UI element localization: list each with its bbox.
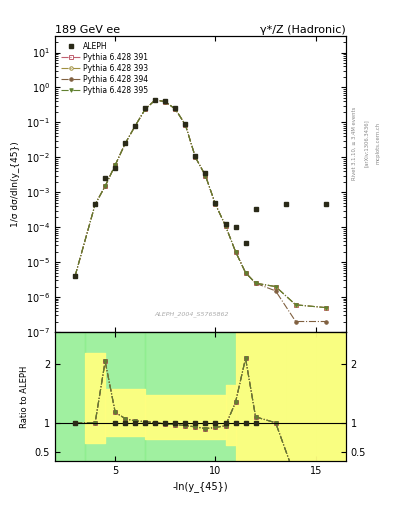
Text: 189 GeV ee: 189 GeV ee	[55, 25, 120, 35]
Text: [arXiv:1306.3436]: [arXiv:1306.3436]	[364, 119, 369, 167]
Text: Rivet 3.1.10, ≥ 3.4M events: Rivet 3.1.10, ≥ 3.4M events	[352, 106, 357, 180]
Y-axis label: 1/σ dσ/dln(y_{45}): 1/σ dσ/dln(y_{45})	[11, 141, 20, 227]
X-axis label: -ln(y_{45}): -ln(y_{45})	[173, 481, 228, 492]
Text: γ*/Z (Hadronic): γ*/Z (Hadronic)	[260, 25, 346, 35]
Y-axis label: Ratio to ALEPH: Ratio to ALEPH	[20, 365, 29, 428]
Text: ALEPH_2004_S5765862: ALEPH_2004_S5765862	[154, 311, 229, 317]
Text: mcplots.cern.ch: mcplots.cern.ch	[375, 122, 380, 164]
Legend: ALEPH, Pythia 6.428 391, Pythia 6.428 393, Pythia 6.428 394, Pythia 6.428 395: ALEPH, Pythia 6.428 391, Pythia 6.428 39…	[59, 39, 151, 97]
